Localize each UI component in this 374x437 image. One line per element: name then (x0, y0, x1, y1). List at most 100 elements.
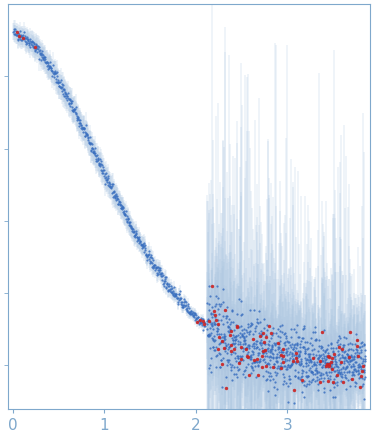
Point (212, 346, 218, 353)
Point (315, 370, 321, 377)
Point (116, 201, 122, 208)
Point (87, 134, 93, 141)
Point (209, 282, 215, 289)
Point (321, 378, 327, 385)
Point (237, 333, 243, 340)
Point (309, 334, 315, 341)
Point (295, 358, 301, 365)
Point (235, 355, 241, 362)
Point (346, 356, 352, 363)
Point (317, 372, 323, 379)
Point (281, 374, 287, 381)
Point (202, 319, 208, 326)
Point (36, 56, 42, 63)
Point (77, 120, 83, 127)
Point (180, 302, 186, 309)
Point (182, 302, 188, 309)
Point (241, 329, 247, 336)
Point (263, 332, 269, 339)
Point (105, 173, 111, 180)
Point (146, 251, 152, 258)
Point (150, 256, 156, 263)
Point (264, 326, 270, 333)
Point (218, 316, 224, 323)
Point (317, 358, 323, 365)
Point (204, 326, 210, 333)
Point (46, 63, 52, 70)
Point (352, 366, 358, 373)
Point (170, 291, 176, 298)
Point (260, 357, 266, 364)
Point (171, 292, 177, 299)
Point (82, 129, 88, 136)
Point (244, 354, 250, 361)
Point (229, 306, 235, 313)
Point (241, 334, 247, 341)
Point (312, 378, 318, 385)
Point (289, 341, 295, 348)
Point (112, 192, 118, 199)
Point (288, 325, 294, 332)
Point (279, 353, 285, 360)
Point (295, 353, 301, 360)
Point (301, 378, 307, 385)
Point (283, 333, 289, 340)
Point (232, 350, 238, 357)
Point (290, 356, 296, 363)
Point (333, 345, 339, 352)
Point (144, 252, 150, 259)
Point (222, 348, 228, 355)
Point (141, 249, 147, 256)
Point (321, 326, 327, 333)
Point (328, 358, 334, 365)
Point (229, 376, 235, 383)
Point (143, 251, 149, 258)
Point (251, 345, 257, 352)
Point (89, 141, 95, 148)
Point (262, 347, 268, 354)
Point (276, 348, 282, 355)
Point (245, 361, 251, 368)
Point (255, 361, 261, 368)
Point (332, 361, 338, 368)
Point (266, 338, 272, 345)
Point (59, 87, 65, 94)
Point (170, 288, 176, 295)
Point (25, 38, 31, 45)
Point (50, 61, 56, 68)
Point (72, 109, 78, 116)
Point (260, 373, 266, 380)
Point (97, 156, 103, 163)
Point (122, 211, 128, 218)
Point (239, 311, 245, 318)
Point (43, 59, 49, 66)
Point (361, 342, 367, 349)
Point (134, 234, 140, 241)
Point (349, 356, 355, 363)
Point (238, 312, 244, 319)
Point (337, 360, 343, 367)
Point (115, 201, 121, 208)
Point (246, 371, 252, 378)
Point (230, 337, 236, 344)
Point (113, 191, 119, 198)
Point (333, 361, 339, 368)
Point (302, 350, 308, 357)
Point (298, 356, 304, 363)
Point (218, 331, 224, 338)
Point (319, 357, 325, 364)
Point (109, 181, 115, 188)
Point (138, 240, 144, 247)
Point (351, 372, 357, 379)
Point (102, 175, 108, 182)
Point (324, 372, 329, 379)
Point (98, 166, 104, 173)
Point (120, 208, 126, 215)
Point (358, 373, 364, 380)
Point (261, 356, 267, 363)
Point (250, 366, 256, 373)
Point (273, 354, 279, 361)
Point (277, 363, 283, 370)
Point (227, 326, 233, 333)
Point (282, 358, 288, 365)
